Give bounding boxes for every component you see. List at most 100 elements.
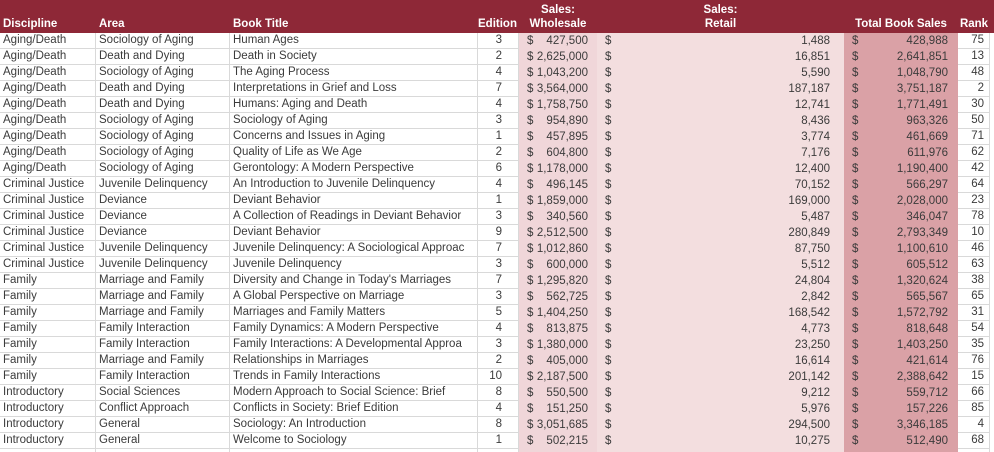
cell-total-book-sales[interactable]: $ 1,572,792 <box>844 305 958 321</box>
cell-edition[interactable]: 4 <box>478 97 519 113</box>
cell-sales-wholesale[interactable]: $ 600,000 <box>519 257 597 273</box>
cell-rank[interactable]: 62 <box>958 145 990 161</box>
cell-sales-retail[interactable]: $ 280,849 <box>597 225 844 241</box>
cell-sales-wholesale[interactable]: $ 550,500 <box>519 385 597 401</box>
cell-discipline[interactable]: Family <box>0 369 96 385</box>
cell-sales-wholesale[interactable]: $ 502,215 <box>519 433 597 449</box>
cell-discipline[interactable]: Introductory <box>0 417 96 433</box>
cell-sales-retail[interactable]: $ 5,590 <box>597 65 844 81</box>
cell-sales-wholesale[interactable]: $ 340,560 <box>519 209 597 225</box>
cell-book-title[interactable]: Concerns and Issues in Aging <box>230 129 478 145</box>
cell-area[interactable]: Family Interaction <box>96 369 230 385</box>
cell-discipline[interactable]: Aging/Death <box>0 97 96 113</box>
cell-sales-retail[interactable]: $ 9,212 <box>597 385 844 401</box>
cell-rank[interactable]: 30 <box>958 97 990 113</box>
cell-sales-wholesale[interactable]: $ 1,012,860 <box>519 241 597 257</box>
cell-edition[interactable]: 8 <box>478 385 519 401</box>
cell-sales-retail[interactable]: $ 70,152 <box>597 177 844 193</box>
cell-area[interactable]: Deviance <box>96 193 230 209</box>
cell-book-title[interactable]: Deviant Behavior <box>230 193 478 209</box>
cell-edition[interactable]: 4 <box>478 177 519 193</box>
cell-rank[interactable]: 66 <box>958 385 990 401</box>
cell-area[interactable]: Family Interaction <box>96 337 230 353</box>
cell-total-book-sales[interactable]: $ 1,771,491 <box>844 97 958 113</box>
cell-area[interactable]: Family Interaction <box>96 321 230 337</box>
cell-rank[interactable]: 68 <box>958 433 990 449</box>
cell-book-title[interactable]: Conflicts in Society: Brief Edition <box>230 401 478 417</box>
cell-book-title[interactable]: An Introduction to Juvenile Delinquency <box>230 177 478 193</box>
cell-sales-retail[interactable]: $ 5,976 <box>597 401 844 417</box>
cell-sales-retail[interactable]: $ 2,842 <box>597 289 844 305</box>
cell-discipline[interactable]: Family <box>0 305 96 321</box>
cell-total-book-sales[interactable]: $ 611,976 <box>844 145 958 161</box>
cell-rank[interactable]: 76 <box>958 353 990 369</box>
cell-area[interactable]: General <box>96 417 230 433</box>
cell-sales-retail[interactable]: $ 168,542 <box>597 305 844 321</box>
cell-edition[interactable]: 3 <box>478 33 519 49</box>
cell-rank[interactable]: 65 <box>958 289 990 305</box>
cell-sales-retail[interactable]: $ 87,750 <box>597 241 844 257</box>
cell-book-title[interactable]: Deviant Behavior <box>230 225 478 241</box>
cell-rank[interactable]: 71 <box>958 129 990 145</box>
cell-total-book-sales[interactable]: $ 2,641,851 <box>844 49 958 65</box>
cell-edition[interactable]: 3 <box>478 289 519 305</box>
cell-sales-wholesale[interactable]: $ 496,145 <box>519 177 597 193</box>
cell-discipline[interactable]: Aging/Death <box>0 65 96 81</box>
cell-discipline[interactable]: Aging/Death <box>0 145 96 161</box>
cell-rank[interactable]: 4 <box>958 417 990 433</box>
cell-total-book-sales[interactable]: $ 963,326 <box>844 113 958 129</box>
cell-book-title[interactable]: Humans: Aging and Death <box>230 97 478 113</box>
cell-total-book-sales[interactable]: $ 346,047 <box>844 209 958 225</box>
cell-total-book-sales[interactable]: $ 1,100,610 <box>844 241 958 257</box>
cell-book-title[interactable]: Diversity and Change in Today's Marriage… <box>230 273 478 289</box>
cell-discipline[interactable]: Criminal Justice <box>0 193 96 209</box>
cell-total-book-sales[interactable]: $ 2,388,642 <box>844 369 958 385</box>
cell-book-title[interactable]: Gerontology: A Modern Perspective <box>230 161 478 177</box>
cell-sales-wholesale[interactable]: $ 427,500 <box>519 33 597 49</box>
cell-sales-retail[interactable]: $ 12,741 <box>597 97 844 113</box>
column-header-book-title[interactable]: Book Title <box>230 0 478 33</box>
cell-rank[interactable]: 10 <box>958 225 990 241</box>
cell-sales-retail[interactable]: $ 201,142 <box>597 369 844 385</box>
cell-book-title[interactable]: Sociology: An Introduction <box>230 417 478 433</box>
cell-area[interactable]: Conflict Approach <box>96 401 230 417</box>
cell-rank[interactable]: 13 <box>958 49 990 65</box>
cell-total-book-sales[interactable]: $ 3,346,185 <box>844 417 958 433</box>
cell-book-title[interactable]: Trends in Family Interactions <box>230 369 478 385</box>
cell-sales-wholesale[interactable]: $ 3,051,685 <box>519 417 597 433</box>
cell-total-book-sales[interactable]: $ 565,567 <box>844 289 958 305</box>
cell-book-title[interactable]: Interpretations in Grief and Loss <box>230 81 478 97</box>
cell-rank[interactable]: 64 <box>958 177 990 193</box>
cell-discipline[interactable]: Family <box>0 289 96 305</box>
empty-cell[interactable] <box>958 449 990 452</box>
cell-book-title[interactable]: Sociology of Aging <box>230 113 478 129</box>
cell-sales-wholesale[interactable]: $ 813,875 <box>519 321 597 337</box>
cell-area[interactable]: General <box>96 433 230 449</box>
cell-rank[interactable]: 31 <box>958 305 990 321</box>
cell-rank[interactable]: 54 <box>958 321 990 337</box>
cell-sales-wholesale[interactable]: $ 457,895 <box>519 129 597 145</box>
cell-edition[interactable]: 7 <box>478 273 519 289</box>
cell-discipline[interactable]: Aging/Death <box>0 81 96 97</box>
cell-area[interactable]: Marriage and Family <box>96 273 230 289</box>
cell-sales-retail[interactable]: $ 187,187 <box>597 81 844 97</box>
cell-rank[interactable]: 78 <box>958 209 990 225</box>
cell-sales-wholesale[interactable]: $ 1,758,750 <box>519 97 597 113</box>
cell-total-book-sales[interactable]: $ 1,320,624 <box>844 273 958 289</box>
cell-sales-wholesale[interactable]: $ 562,725 <box>519 289 597 305</box>
cell-edition[interactable]: 3 <box>478 113 519 129</box>
cell-discipline[interactable]: Family <box>0 337 96 353</box>
cell-rank[interactable]: 75 <box>958 33 990 49</box>
cell-sales-wholesale[interactable]: $ 1,380,000 <box>519 337 597 353</box>
cell-edition[interactable]: 10 <box>478 369 519 385</box>
cell-book-title[interactable]: Family Interactions: A Developmental App… <box>230 337 478 353</box>
cell-discipline[interactable]: Introductory <box>0 433 96 449</box>
cell-area[interactable]: Sociology of Aging <box>96 161 230 177</box>
cell-discipline[interactable]: Criminal Justice <box>0 177 96 193</box>
cell-area[interactable]: Death and Dying <box>96 97 230 113</box>
cell-rank[interactable]: 35 <box>958 337 990 353</box>
cell-sales-retail[interactable]: $ 16,614 <box>597 353 844 369</box>
cell-discipline[interactable]: Aging/Death <box>0 129 96 145</box>
cell-area[interactable]: Sociology of Aging <box>96 113 230 129</box>
cell-book-title[interactable]: Marriages and Family Matters <box>230 305 478 321</box>
